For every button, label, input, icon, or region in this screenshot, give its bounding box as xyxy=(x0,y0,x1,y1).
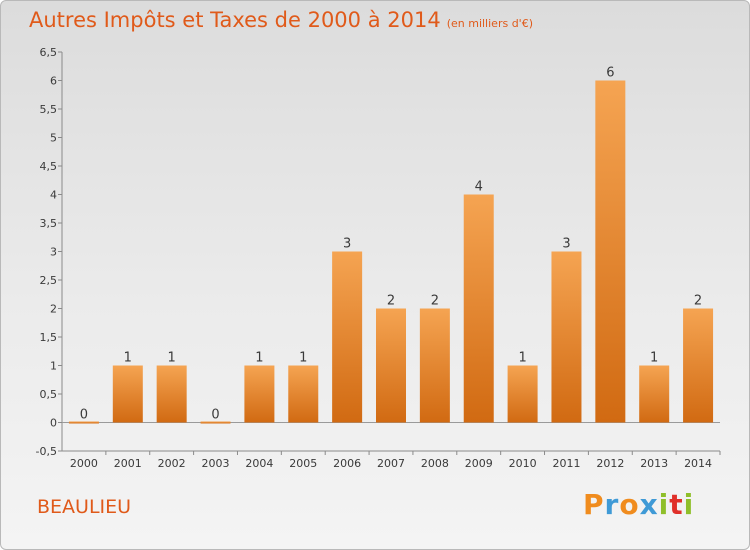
bar-value-label: 1 xyxy=(168,351,176,366)
x-tick-label: 2005 xyxy=(289,457,317,470)
y-tick-label: -0,5 xyxy=(36,445,57,458)
bar-value-label: 2 xyxy=(387,294,395,309)
logo-letter: o xyxy=(619,488,640,521)
bar-value-label: 6 xyxy=(606,66,614,81)
y-tick-label: 3,5 xyxy=(40,217,58,230)
commune-name: BEAULIEU xyxy=(37,496,132,518)
logo-letter: P xyxy=(583,488,605,521)
logo-letter: x xyxy=(639,488,659,521)
x-tick-label: 2009 xyxy=(465,457,493,470)
x-tick-label: 2010 xyxy=(509,457,537,470)
x-tick-label: 2008 xyxy=(421,457,449,470)
logo-letter: t xyxy=(669,488,684,521)
y-tick-label: 2 xyxy=(50,303,57,316)
y-tick-label: 5 xyxy=(50,132,57,145)
y-tick-label: 1,5 xyxy=(40,331,58,344)
logo-letter: r xyxy=(604,488,620,521)
bar xyxy=(112,365,143,423)
bar xyxy=(156,365,187,423)
y-tick-label: 0 xyxy=(50,417,57,430)
x-tick-label: 2006 xyxy=(333,457,361,470)
bar-value-label: 3 xyxy=(562,237,570,252)
x-tick-label: 2003 xyxy=(202,457,230,470)
bar xyxy=(551,251,582,423)
bar-value-label: 0 xyxy=(211,408,219,423)
bar xyxy=(200,421,231,424)
logo-letter: i xyxy=(658,488,670,521)
bar-value-label: 1 xyxy=(255,351,263,366)
y-tick-label: 3 xyxy=(50,246,57,259)
bar xyxy=(244,365,275,423)
bar xyxy=(68,421,99,424)
x-tick-label: 2000 xyxy=(70,457,98,470)
proxiti-logo[interactable]: Proxiti xyxy=(583,488,694,521)
bar-value-label: 2 xyxy=(694,294,702,309)
x-tick-label: 2001 xyxy=(114,457,142,470)
bar xyxy=(419,308,450,423)
bar-value-label: 1 xyxy=(124,351,132,366)
value-labels: 0 1 1 0 1 1 3 2 2 4 1 3 6 1 2 xyxy=(80,66,702,423)
x-tick-label: 2004 xyxy=(245,457,273,470)
bar xyxy=(595,80,626,423)
x-tick-label: 2007 xyxy=(377,457,405,470)
y-tick-label: 1 xyxy=(50,360,57,373)
bar-value-label: 1 xyxy=(299,351,307,366)
bar-value-label: 3 xyxy=(343,237,351,252)
logo-letter: i xyxy=(683,488,695,521)
y-tick-label: 4 xyxy=(50,189,57,202)
bars xyxy=(68,80,714,424)
y-tick-label: 6 xyxy=(50,75,57,88)
y-tick-label: 4,5 xyxy=(40,160,58,173)
title-text: Autres Impôts et Taxes de 2000 à 2014 xyxy=(29,8,441,32)
x-tick-label: 2012 xyxy=(596,457,624,470)
bar xyxy=(639,365,670,423)
bar xyxy=(332,251,363,423)
x-tick-label: 2002 xyxy=(158,457,186,470)
bar xyxy=(463,194,494,423)
x-tick-label: 2013 xyxy=(640,457,668,470)
x-tick-label: 2011 xyxy=(552,457,580,470)
x-tick-label: 2014 xyxy=(684,457,712,470)
chart-title: Autres Impôts et Taxes de 2000 à 2014 (en… xyxy=(29,8,533,32)
bar-value-label: 4 xyxy=(475,180,483,195)
bar-value-label: 0 xyxy=(80,408,88,423)
unit-note: (en milliers d'€) xyxy=(446,17,533,30)
bar-value-label: 1 xyxy=(650,351,658,366)
bar-value-label: 2 xyxy=(431,294,439,309)
y-tick-label: 6,5 xyxy=(40,46,58,59)
bar xyxy=(683,308,714,423)
y-tick-label: 0,5 xyxy=(40,388,58,401)
bar-value-label: 1 xyxy=(518,351,526,366)
bar xyxy=(288,365,319,423)
y-tick-label: 2,5 xyxy=(40,274,58,287)
bar xyxy=(507,365,538,423)
bar xyxy=(376,308,406,423)
y-tick-label: 5,5 xyxy=(40,103,58,116)
